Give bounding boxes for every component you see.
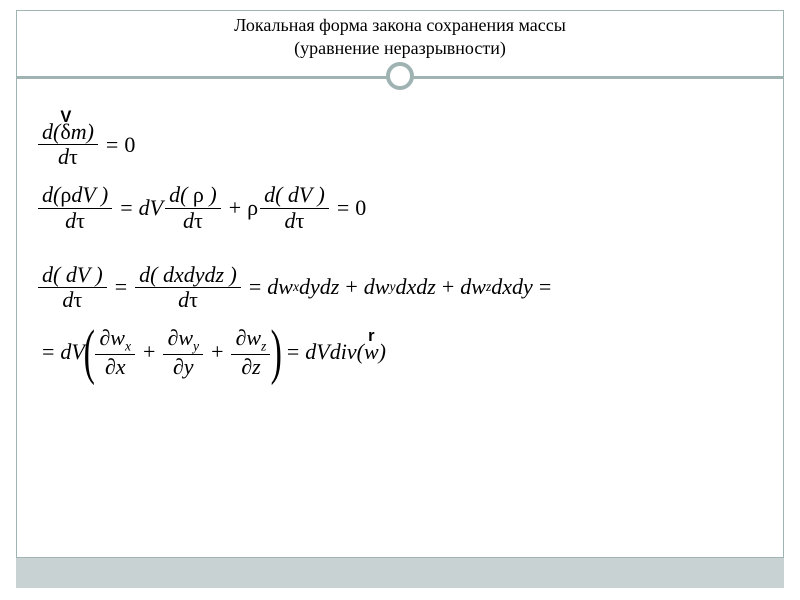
eq4-frac2: ∂wy ∂y	[163, 326, 203, 379]
eq3-f2-num: d( dxdydz )	[135, 263, 241, 288]
eq2-f2-rho: ρ	[193, 182, 204, 207]
equation-1: d(Vδm) dτ = 0	[36, 120, 756, 169]
eq1-den-d: d	[58, 144, 69, 169]
eq2-frac1: d(ρdV ) dτ	[38, 183, 112, 232]
eq1-fraction: d(Vδm) dτ	[38, 120, 98, 169]
eq3-eq3: =	[539, 274, 551, 300]
eq2-eq1: =	[120, 195, 132, 221]
eq2-frac3: d( dV ) dτ	[260, 183, 329, 232]
eq4-p2-d1: ∂	[167, 325, 178, 350]
eq2-f2-den-d: d	[183, 208, 194, 233]
ring-decoration	[386, 62, 414, 90]
eq4-p1-d1: ∂	[99, 325, 110, 350]
eq2-f1-rho: ρ	[60, 182, 71, 207]
eq2-f3-num: d( dV )	[260, 183, 329, 208]
eq3-f1-den-tau: τ	[73, 287, 82, 312]
eq3-t1b: dydz	[299, 274, 339, 300]
spacer	[36, 247, 756, 263]
eq3-t3a: dw	[460, 274, 486, 300]
title-line2: (уравнение неразрывности)	[0, 37, 800, 60]
eq3-eq1: =	[115, 274, 127, 300]
eq1-equals: =	[106, 132, 118, 158]
eq1-den-tau: τ	[69, 144, 78, 169]
equations-area: d(Vδm) dτ = 0 d(ρdV ) dτ = dV d( ρ ) dτ	[36, 120, 756, 393]
eq4-plus1: +	[143, 339, 155, 365]
eq4-rhs-a: dVdiv(	[305, 339, 364, 365]
eq1-num-d: d(	[42, 119, 60, 144]
eq3-t1a: dw	[267, 274, 293, 300]
eq4-p1-s: x	[125, 339, 131, 354]
eq3-f2-den-tau: τ	[189, 287, 198, 312]
eq3-eq2: =	[249, 274, 261, 300]
eq2-plus: +	[229, 195, 241, 221]
eq3-f1-num: d( dV )	[38, 263, 107, 288]
title-block: Локальная форма закона сохранения массы …	[0, 14, 800, 59]
eq2-dv: dV	[139, 195, 163, 221]
eq4-p2-w: w	[178, 325, 193, 350]
eq2-rhs: 0	[355, 195, 366, 221]
eq4-p2-den: y	[184, 354, 194, 379]
eq4-lparen: (	[83, 328, 94, 377]
eq3-t3b: dxdy	[491, 274, 533, 300]
eq1-vec: Vδ	[60, 120, 70, 144]
eq4-plus2: +	[211, 339, 223, 365]
footer-bar	[16, 558, 784, 588]
eq3-f1-den-d: d	[62, 287, 73, 312]
title-line1: Локальная форма закона сохранения массы	[0, 14, 800, 37]
eq4-p1-den: x	[116, 354, 126, 379]
eq2-f3-den-tau: τ	[296, 208, 305, 233]
eq4-p1-w: w	[110, 325, 125, 350]
eq4-p3-d1: ∂	[235, 325, 246, 350]
eq4-p3-d2: ∂	[241, 354, 252, 379]
eq2-f1-den-tau: τ	[76, 208, 85, 233]
eq2-rho2: ρ	[247, 195, 258, 221]
eq4-dv: dV	[60, 339, 84, 365]
eq4-vec-label: r	[364, 327, 379, 346]
eq4-p2-s: y	[193, 339, 199, 354]
eq4-p3-w: w	[246, 325, 261, 350]
eq4-p3-den: z	[252, 354, 261, 379]
eq3-frac1: d( dV ) dτ	[38, 263, 107, 312]
eq1-rhs: 0	[124, 132, 135, 158]
eq4-eq: =	[287, 339, 299, 365]
equation-2: d(ρdV ) dτ = dV d( ρ ) dτ + ρ d( dV ) dτ…	[36, 183, 756, 232]
eq2-f2-b: )	[204, 182, 217, 207]
eq1-vec-label: V	[60, 108, 70, 126]
eq3-f2-den-d: d	[178, 287, 189, 312]
eq2-f2-a: d(	[169, 182, 193, 207]
eq2-f1-a: d(	[42, 182, 60, 207]
eq4-p1-d2: ∂	[105, 354, 116, 379]
equation-3: d( dV ) dτ = d( dxdydz ) dτ = dwxdydz + …	[36, 263, 756, 312]
equation-4: = dV ( ∂wx ∂x + ∂wy ∂y + ∂wz ∂z )	[36, 326, 756, 379]
eq2-frac2: d( ρ ) dτ	[165, 183, 221, 232]
eq4-lead-eq: =	[42, 339, 54, 365]
eq3-frac2: d( dxdydz ) dτ	[135, 263, 241, 312]
eq2-eq2: =	[337, 195, 349, 221]
eq4-frac3: ∂wz ∂z	[231, 326, 270, 379]
eq4-rhs-b: )	[379, 339, 386, 365]
eq3-plus2: +	[442, 274, 454, 300]
eq2-f1-den-d: d	[65, 208, 76, 233]
eq4-paren: ( ∂wx ∂x + ∂wy ∂y + ∂wz ∂z )	[85, 326, 281, 379]
eq4-vec: rw	[364, 339, 379, 365]
eq2-f3-den-d: d	[285, 208, 296, 233]
eq4-p3-s: z	[261, 339, 266, 354]
eq2-f1-b: dV )	[71, 182, 108, 207]
eq3-plus1: +	[345, 274, 357, 300]
eq4-rparen: )	[271, 328, 282, 377]
eq2-f2-den-tau: τ	[194, 208, 203, 233]
eq3-t2a: dw	[364, 274, 390, 300]
eq1-num-tail: m)	[71, 119, 94, 144]
eq4-p2-d2: ∂	[173, 354, 184, 379]
eq4-frac1: ∂wx ∂x	[95, 326, 135, 379]
eq3-t2b: dxdz	[396, 274, 436, 300]
